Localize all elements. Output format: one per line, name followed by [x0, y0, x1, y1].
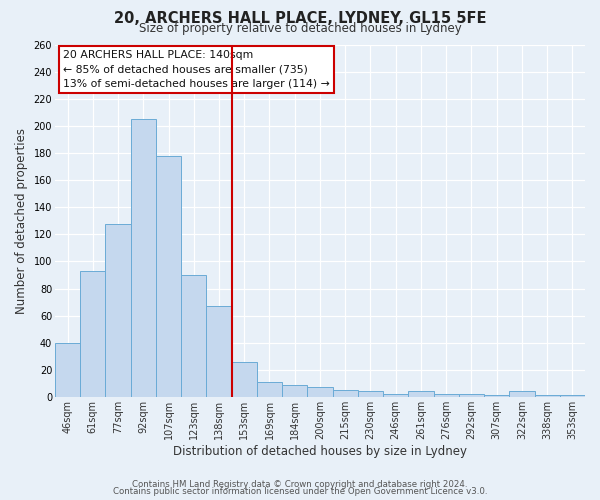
Bar	[560, 396, 585, 397]
Bar	[383, 394, 409, 397]
Bar	[459, 394, 484, 397]
Text: 20, ARCHERS HALL PLACE, LYDNEY, GL15 5FE: 20, ARCHERS HALL PLACE, LYDNEY, GL15 5FE	[114, 11, 486, 26]
Bar	[307, 388, 332, 397]
Bar	[106, 224, 131, 397]
Bar	[434, 394, 459, 397]
Text: 20 ARCHERS HALL PLACE: 140sqm
← 85% of detached houses are smaller (735)
13% of : 20 ARCHERS HALL PLACE: 140sqm ← 85% of d…	[63, 50, 329, 89]
Y-axis label: Number of detached properties: Number of detached properties	[15, 128, 28, 314]
Bar	[484, 396, 509, 397]
Bar	[156, 156, 181, 397]
Bar	[181, 275, 206, 397]
Bar	[206, 306, 232, 397]
Bar	[282, 384, 307, 397]
X-axis label: Distribution of detached houses by size in Lydney: Distribution of detached houses by size …	[173, 444, 467, 458]
Bar	[535, 396, 560, 397]
Bar	[332, 390, 358, 397]
Bar	[80, 271, 106, 397]
Bar	[131, 120, 156, 397]
Bar	[358, 392, 383, 397]
Text: Contains HM Land Registry data © Crown copyright and database right 2024.: Contains HM Land Registry data © Crown c…	[132, 480, 468, 489]
Bar	[232, 362, 257, 397]
Bar	[409, 392, 434, 397]
Bar	[257, 382, 282, 397]
Text: Size of property relative to detached houses in Lydney: Size of property relative to detached ho…	[139, 22, 461, 35]
Bar	[55, 342, 80, 397]
Text: Contains public sector information licensed under the Open Government Licence v3: Contains public sector information licen…	[113, 487, 487, 496]
Bar	[509, 392, 535, 397]
